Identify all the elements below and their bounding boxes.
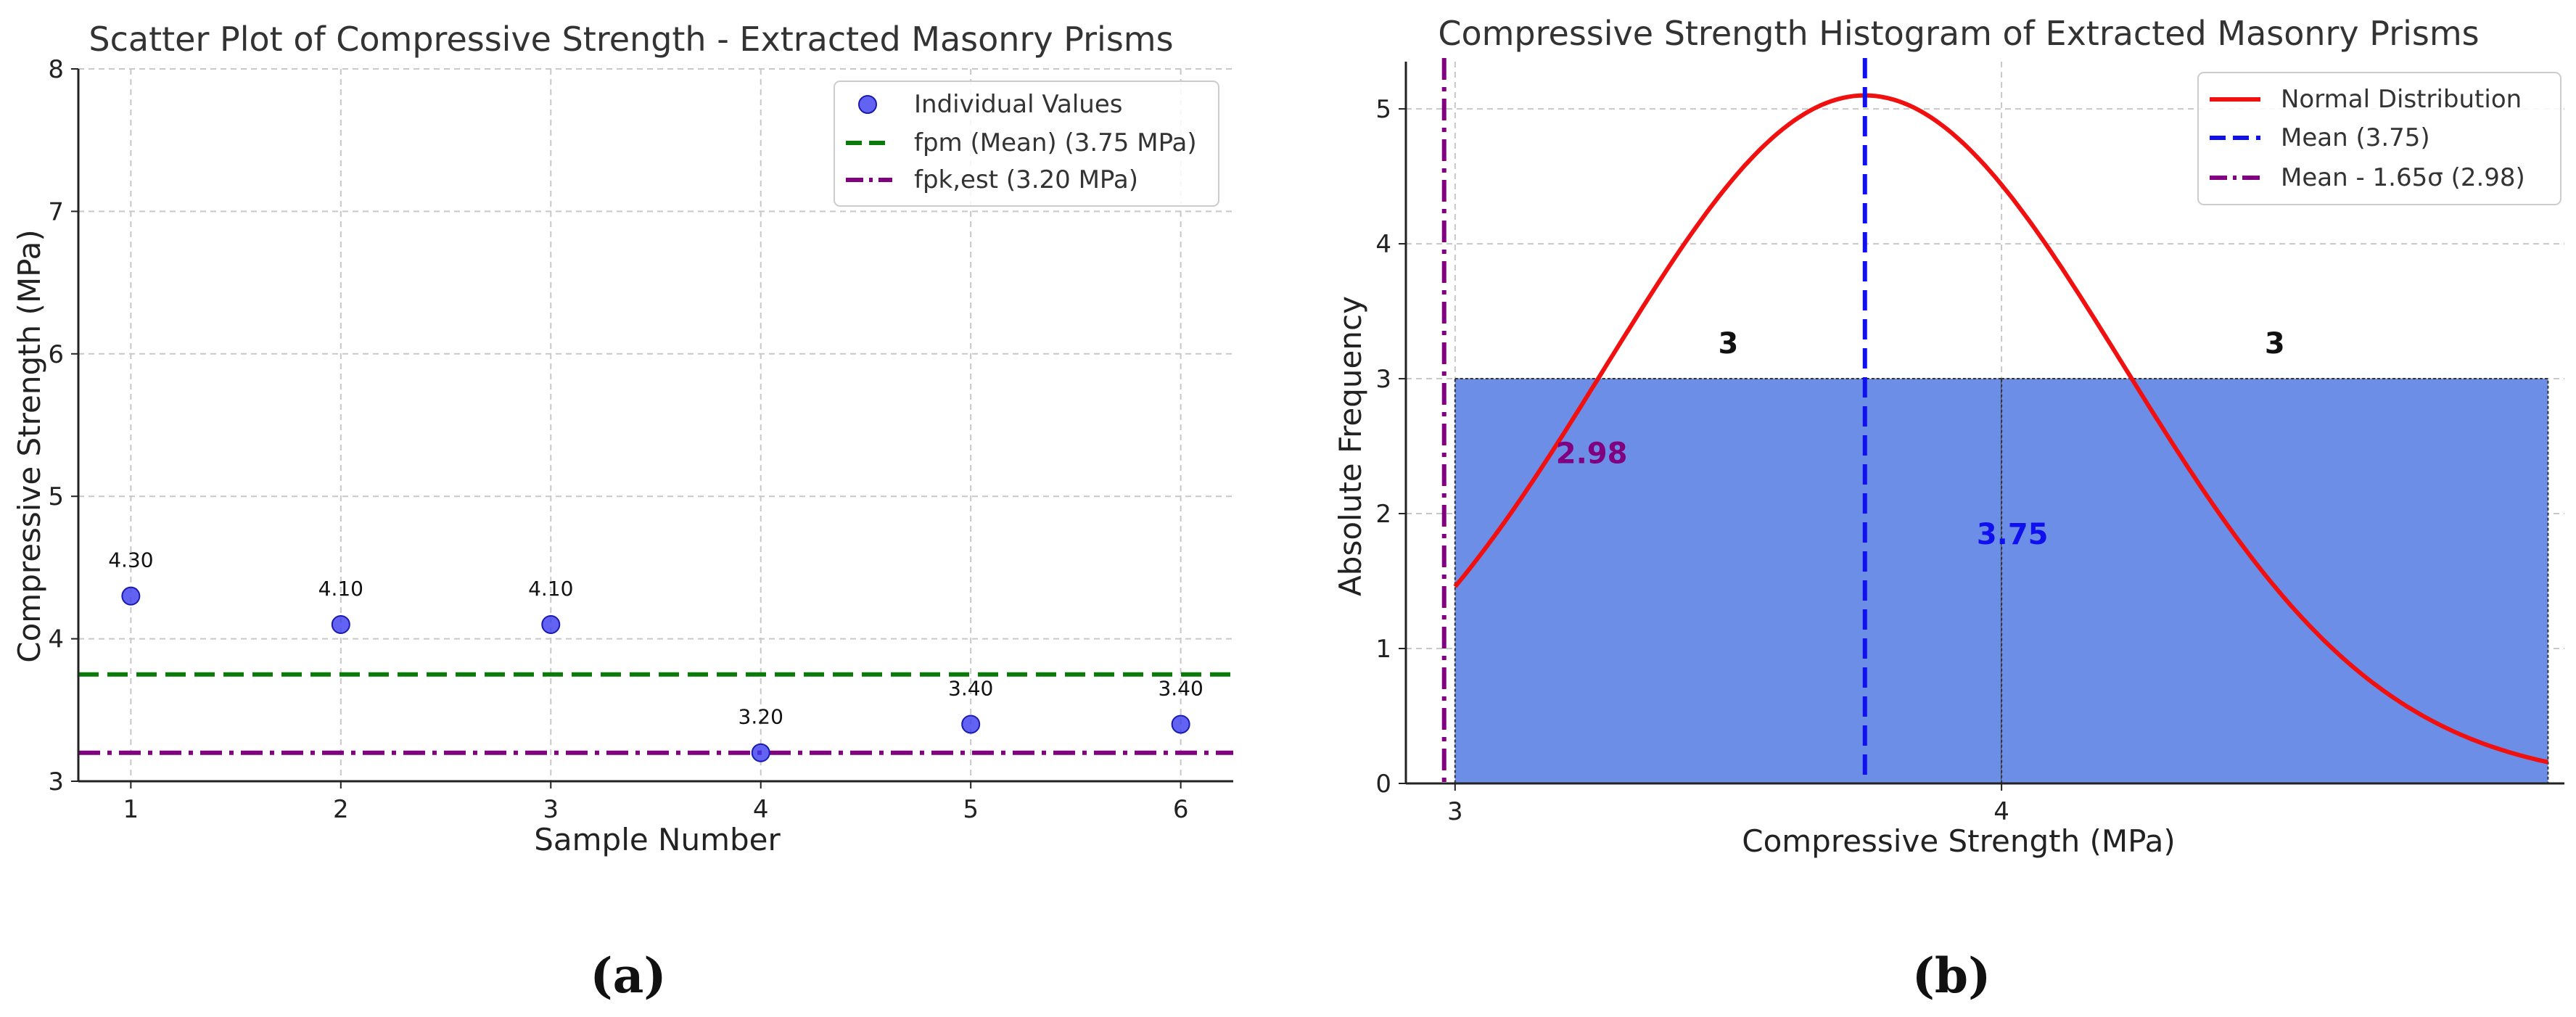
panel-label-b: (b) <box>1912 947 1991 1004</box>
legend-marker-individual-values <box>858 95 877 114</box>
histogram-y-tick-label: 4 <box>1375 230 1391 259</box>
scatter-x-tick-label: 2 <box>333 795 349 824</box>
histogram-bar <box>2001 378 2549 784</box>
scatter-x-axis-label: Sample Number <box>534 822 781 857</box>
scatter-point-label: 3.40 <box>1158 676 1203 700</box>
histogram-legend-label-2: Mean (3.75) <box>2281 123 2430 152</box>
histogram-legend-box <box>2197 72 2561 205</box>
scatter-x-tick-label: 1 <box>123 795 139 824</box>
histogram-legend-label-3: Mean - 1.65σ (2.98) <box>2281 163 2525 192</box>
histogram-ticks: 3 4 0 1 2 3 4 5 <box>1375 95 2009 826</box>
scatter-grid <box>78 68 1233 782</box>
scatter-reference-lines <box>78 672 1233 755</box>
histogram-y-tick-label: 5 <box>1375 95 1391 124</box>
histogram-legend: Normal Distribution Mean (3.75) Mean - 1… <box>2197 72 2561 205</box>
scatter-legend-label-3: fpk,est (3.20 MPa) <box>914 165 1138 194</box>
scatter-point <box>961 715 981 734</box>
scatter-chart: 4.30 4.10 4.10 3.20 3.40 3.40 1 2 3 4 5 6 3 4 5 6 7 8 Sc… <box>12 20 1233 1004</box>
histogram-reference-lines <box>1441 58 1867 783</box>
scatter-point-label: 4.30 <box>108 548 153 572</box>
histogram-count-label: 3 <box>2265 327 2285 361</box>
scatter-title: Scatter Plot of Compressive Strength - E… <box>89 20 1173 59</box>
histogram-x-tick-label: 3 <box>1447 797 1463 826</box>
histogram-bar <box>1454 378 2003 784</box>
histogram-y-tick-label: 2 <box>1375 500 1391 529</box>
scatter-points <box>121 586 1190 762</box>
scatter-point-label: 4.10 <box>528 577 573 601</box>
scatter-y-tick-label: 7 <box>48 197 64 226</box>
histogram-x-tick-label: 4 <box>1993 797 2009 826</box>
scatter-point <box>541 614 561 634</box>
histogram-x-axis-label: Compressive Strength (MPa) <box>1742 823 2175 859</box>
scatter-x-tick-label: 5 <box>963 795 979 824</box>
histogram-axes <box>1404 62 2564 785</box>
histogram-title: Compressive Strength Histogram of Extrac… <box>1438 14 2479 53</box>
scatter-point <box>331 614 350 634</box>
histogram-y-axis-label: Absolute Frequency <box>1333 296 1368 596</box>
scatter-x-tick-label: 3 <box>543 795 559 824</box>
scatter-point <box>121 586 141 606</box>
scatter-y-tick-label: 3 <box>48 767 64 796</box>
scatter-y-tick-label: 5 <box>48 482 64 511</box>
histogram-chart: 3 3 2.98 3.75 3 4 0 1 2 3 4 5 Compressive Strength… <box>1333 14 2564 1004</box>
scatter-point <box>751 743 770 762</box>
histogram-y-tick-label: 3 <box>1375 365 1391 394</box>
scatter-y-axis-label: Compressive Strength (MPa) <box>12 229 47 662</box>
scatter-x-tick-label: 4 <box>753 795 769 824</box>
characteristic-value-label: 2.98 <box>1556 437 1628 470</box>
scatter-point <box>1171 715 1190 734</box>
scatter-y-tick-label: 4 <box>48 625 64 654</box>
scatter-legend-box <box>834 81 1219 207</box>
scatter-legend-label-1: Individual Values <box>914 90 1122 119</box>
scatter-y-tick-label: 8 <box>48 55 64 84</box>
scatter-y-tick-label: 6 <box>48 340 64 369</box>
scatter-axes <box>77 69 1233 783</box>
panel-label-a: (a) <box>590 947 666 1004</box>
histogram-annotations: 3 3 2.98 3.75 <box>1556 327 2285 551</box>
scatter-point-labels: 4.30 4.10 4.10 3.20 3.40 3.40 <box>108 548 1203 729</box>
scatter-point-label: 3.40 <box>948 676 993 700</box>
histogram-legend-label-1: Normal Distribution <box>2281 85 2522 114</box>
mean-value-label: 3.75 <box>1977 518 2049 551</box>
histogram-y-tick-label: 1 <box>1375 635 1391 664</box>
histogram-y-tick-label: 0 <box>1375 770 1391 799</box>
scatter-x-tick-label: 6 <box>1173 795 1189 824</box>
scatter-legend: Individual Values fpm (Mean) (3.75 MPa) … <box>834 81 1219 207</box>
normal-distribution-curve <box>1453 93 2549 765</box>
scatter-legend-label-2: fpm (Mean) (3.75 MPa) <box>914 128 1197 157</box>
scatter-ticks: 1 2 3 4 5 6 3 4 5 6 7 8 <box>48 55 1188 824</box>
scatter-point-label: 4.10 <box>318 577 363 601</box>
histogram-count-label: 3 <box>1719 327 1739 361</box>
scatter-point-label: 3.20 <box>738 705 783 729</box>
